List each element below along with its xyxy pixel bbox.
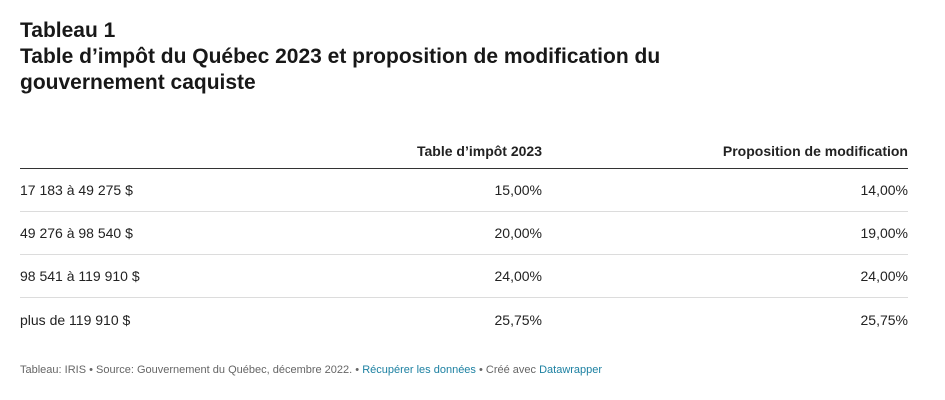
footer-created-with: • Créé avec	[475, 364, 540, 376]
cell-bracket: plus de 119 910 $	[20, 311, 131, 328]
chart-title: Tableau 1 Table d’impôt du Québec 2023 e…	[20, 18, 908, 96]
cell-proposal: 19,00%	[860, 225, 908, 241]
cell-2023: 25,75%	[494, 311, 542, 328]
tax-table: Table d’impôt 2023 Proposition de modifi…	[20, 133, 908, 341]
download-data-link[interactable]: Récupérer les données	[362, 364, 476, 376]
cell-proposal: 14,00%	[860, 182, 908, 198]
table-row: 49 276 à 98 540 $ 20,00% 19,00%	[20, 212, 908, 255]
title-line-1: Tableau 1	[20, 19, 116, 42]
title-line-3: gouvernement caquiste	[20, 71, 256, 94]
footer-source: Tableau: IRIS • Source: Gouvernement du …	[20, 364, 363, 376]
footer: Tableau: IRIS • Source: Gouvernement du …	[20, 364, 602, 376]
cell-2023: 24,00%	[494, 268, 542, 284]
cell-2023: 20,00%	[494, 225, 542, 241]
table-row: 98 541 à 119 910 $ 24,00% 24,00%	[20, 255, 908, 298]
cell-2023: 15,00%	[494, 182, 542, 198]
cell-proposal: 25,75%	[860, 311, 908, 328]
table-row: 17 183 à 49 275 $ 15,00% 14,00%	[20, 169, 908, 212]
header-proposal: Proposition de modification	[722, 142, 908, 159]
cell-bracket: 49 276 à 98 540 $	[20, 225, 133, 241]
table-row: plus de 119 910 $ 25,75% 25,75%	[20, 298, 908, 341]
title-line-2: Table d’impôt du Québec 2023 et proposit…	[20, 45, 661, 68]
table-header-row: Table d’impôt 2023 Proposition de modifi…	[20, 133, 908, 169]
cell-bracket: 17 183 à 49 275 $	[20, 182, 133, 198]
datawrapper-link[interactable]: Datawrapper	[539, 364, 603, 376]
cell-bracket: 98 541 à 119 910 $	[20, 268, 140, 284]
cell-proposal: 24,00%	[860, 268, 908, 284]
header-2023: Table d’impôt 2023	[417, 142, 542, 159]
